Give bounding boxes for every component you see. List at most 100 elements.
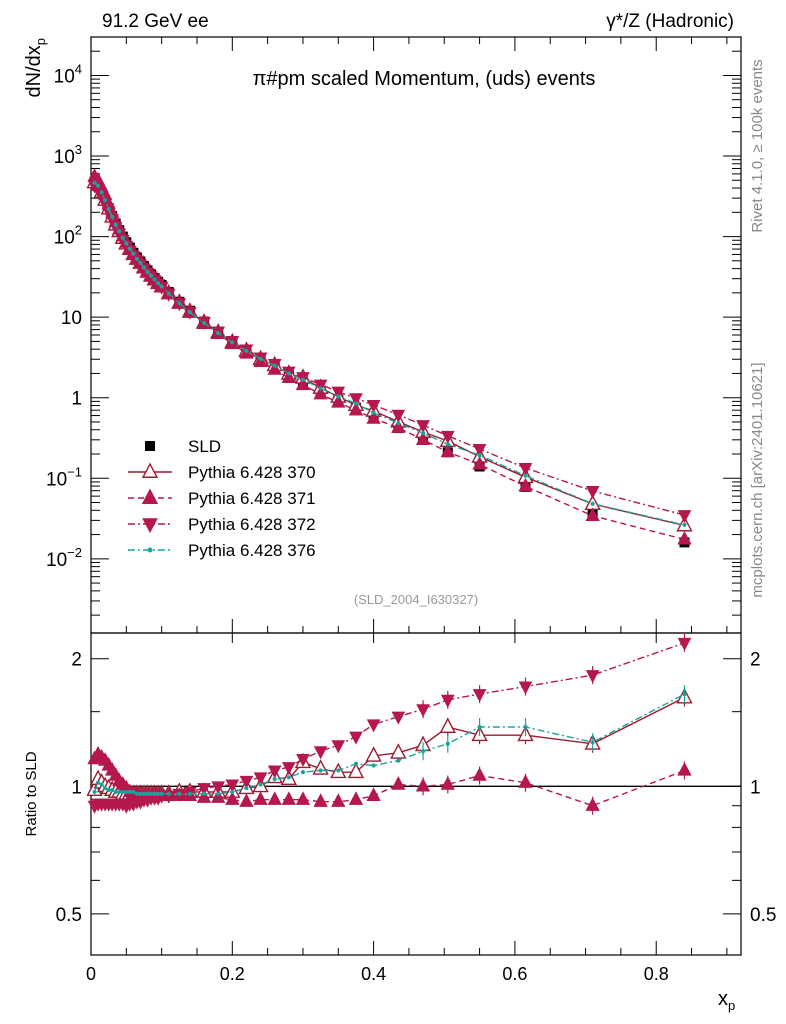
data-point — [366, 410, 381, 424]
data-point — [523, 473, 528, 478]
data-point — [585, 485, 600, 499]
ratio-tick-label-left: 2 — [71, 650, 82, 671]
ratio-line — [93, 753, 685, 807]
data-point — [396, 421, 401, 426]
legend-marker — [142, 518, 158, 534]
ratio-point — [286, 775, 291, 780]
ratio-tick-label-right: 1 — [750, 777, 761, 798]
y-tick-label: 1 — [71, 389, 82, 410]
ratio-point — [585, 670, 600, 684]
legend-marker — [141, 488, 159, 504]
ratio-point — [336, 768, 341, 773]
ratio-point — [230, 789, 235, 795]
legend-label: Pythia 6.428 370 — [188, 463, 316, 482]
ratio-point — [440, 694, 455, 708]
data-point — [353, 401, 359, 406]
ratio-point — [141, 791, 147, 796]
ratio-point — [300, 770, 306, 775]
y-tick-label: 10 — [61, 308, 82, 329]
series-line — [94, 181, 685, 527]
data-point — [313, 385, 328, 400]
ratio-point — [523, 724, 528, 730]
data-point — [331, 386, 346, 400]
ratio-point — [145, 791, 150, 796]
data-point — [286, 371, 291, 376]
x-tick-label: 0.4 — [361, 964, 386, 984]
data-point — [313, 379, 328, 393]
data-point — [141, 265, 147, 270]
analysis-tag: (SLD_2004_I630327) — [354, 592, 478, 607]
data-point — [124, 241, 129, 246]
ratio-tick-label-left: 1 — [71, 777, 82, 798]
axis-ticks — [90, 36, 741, 956]
data-point — [177, 301, 182, 306]
data-point — [134, 256, 140, 262]
data-point — [349, 393, 363, 407]
data-point — [113, 222, 118, 227]
data-point — [216, 330, 221, 336]
data-point — [152, 277, 157, 282]
ratio-point — [420, 749, 426, 754]
data-point — [677, 510, 692, 524]
data-point — [131, 251, 136, 256]
ratio-point — [295, 791, 311, 805]
legend-entry: Pythia 6.428 376 — [128, 541, 316, 560]
ratio-point — [225, 791, 240, 805]
ratio-point — [239, 775, 254, 789]
data-point — [148, 273, 154, 278]
data-point — [103, 198, 108, 203]
data-point — [682, 522, 687, 527]
ratio-point — [253, 791, 268, 805]
data-point — [99, 190, 104, 195]
ratio-tick-label-right: 2 — [750, 650, 761, 671]
ratio-point — [117, 789, 122, 795]
ratio-point — [415, 777, 431, 792]
data-point — [366, 399, 381, 413]
data-point — [445, 442, 450, 447]
data-point — [145, 269, 150, 274]
legend: SLD Pythia 6.428 370 Pythia 6.428 371 Pythi… — [128, 437, 316, 560]
data-point — [108, 221, 123, 235]
data-point — [391, 409, 406, 423]
data-point — [230, 340, 235, 345]
data-point — [166, 291, 171, 296]
ratio-point — [585, 797, 600, 811]
data-point — [156, 281, 161, 286]
x-tick-label: 0 — [86, 964, 96, 984]
ratio-point — [134, 791, 140, 796]
data-point — [331, 393, 346, 408]
data-point — [92, 180, 97, 185]
x-tick-label: 0.8 — [644, 964, 669, 984]
ratio-point — [113, 789, 118, 795]
data-point — [95, 183, 101, 188]
data-point — [585, 507, 600, 521]
x-axis-label: xp — [718, 988, 735, 1013]
ratio-point — [120, 789, 125, 795]
legend-label: Pythia 6.428 376 — [188, 541, 316, 560]
ratio-point — [99, 782, 104, 787]
ratio-point — [239, 793, 254, 807]
ratio-point — [211, 781, 226, 795]
ratio-point — [281, 791, 296, 805]
data-point — [391, 419, 406, 433]
y-tick-label: 102 — [54, 223, 82, 249]
ratio-point — [187, 791, 193, 796]
rivet-version-label: Rivet 4.1.0, ≥ 100k events — [749, 59, 766, 232]
ratio-tick-label-left: 0.5 — [56, 905, 82, 926]
legend-entry: Pythia 6.428 370 — [128, 462, 316, 482]
axis-tick-labels: 0 0.2 0.4 0.6 0.8 10−2 10−1 1 10 102 103 104 0.5 0.5 1… — [46, 61, 776, 984]
ratio-point — [244, 786, 249, 791]
data-point — [318, 386, 323, 391]
data-point — [415, 431, 431, 446]
ratio-series-group — [86, 633, 693, 815]
ratio-series-1 — [86, 687, 693, 800]
data-point — [472, 456, 487, 470]
ratio-point — [196, 789, 212, 803]
data-point — [518, 462, 533, 476]
series-2 — [87, 168, 692, 545]
series-1 — [86, 172, 693, 532]
ratio-point — [211, 789, 226, 803]
ratio-point — [366, 719, 381, 733]
ratio-point — [677, 637, 692, 651]
legend-label: Pythia 6.428 371 — [188, 489, 316, 508]
